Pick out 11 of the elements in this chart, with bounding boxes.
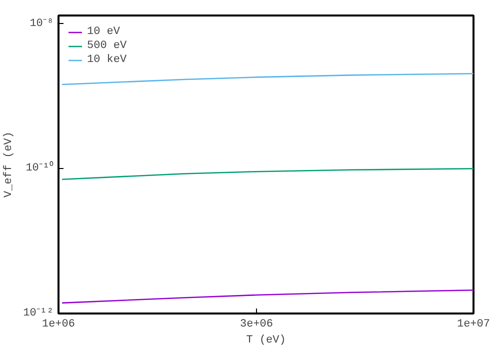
x-tick-label: 3e+06 [240,318,274,330]
legend-label: 10 keV [87,53,127,67]
legend-label: 10 eV [87,25,120,39]
y-tick-label: 10⁻⁸ [30,18,54,30]
x-tick-label: 1e+07 [456,318,490,330]
y-tick-label: 10⁻¹⁰ [26,160,54,175]
y-axis-title: V_eff (eV) [3,131,16,198]
x-tick-label: 1e+06 [42,318,76,330]
x-axis-title: T (eV) [246,334,286,346]
legend-label: 500 eV [87,39,127,53]
y-tick-label: 10⁻¹² [23,308,54,320]
